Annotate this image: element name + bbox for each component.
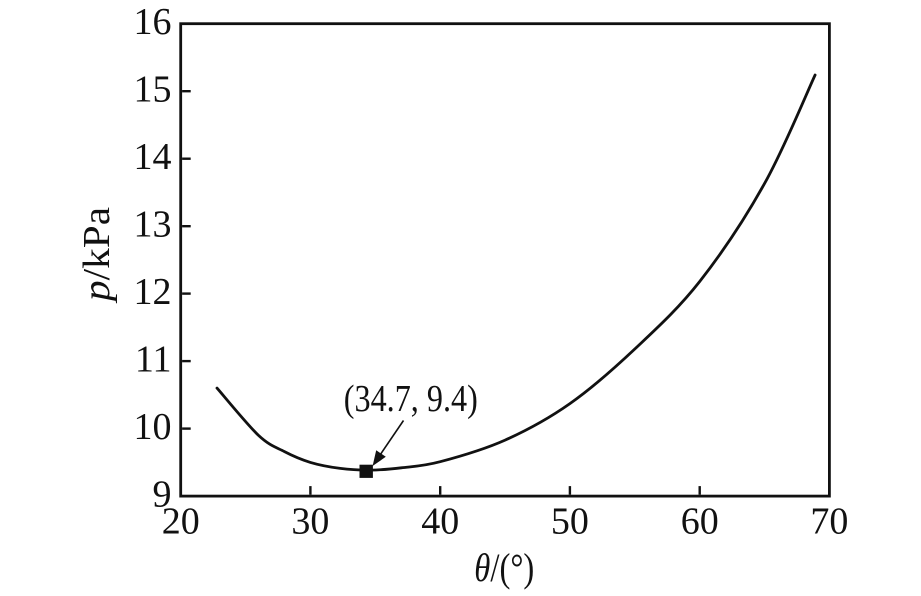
svg-text:11: 11 — [135, 338, 172, 380]
svg-text:9: 9 — [153, 473, 172, 515]
svg-text:70: 70 — [810, 501, 848, 543]
svg-text:20: 20 — [162, 501, 200, 543]
svg-text:40: 40 — [421, 501, 459, 543]
svg-text:12: 12 — [134, 271, 172, 313]
svg-text:p/kPa: p/kPa — [76, 207, 118, 304]
svg-text:50: 50 — [551, 501, 589, 543]
svg-text:60: 60 — [681, 501, 719, 543]
svg-text:(34.7, 9.4): (34.7, 9.4) — [344, 378, 478, 420]
svg-text:30: 30 — [291, 501, 329, 543]
svg-text:15: 15 — [134, 69, 172, 111]
svg-text:14: 14 — [134, 136, 172, 178]
svg-text:13: 13 — [134, 204, 172, 246]
svg-text:10: 10 — [134, 406, 172, 448]
svg-text:16: 16 — [134, 1, 172, 43]
svg-text:θ/(°): θ/(°) — [474, 545, 534, 590]
